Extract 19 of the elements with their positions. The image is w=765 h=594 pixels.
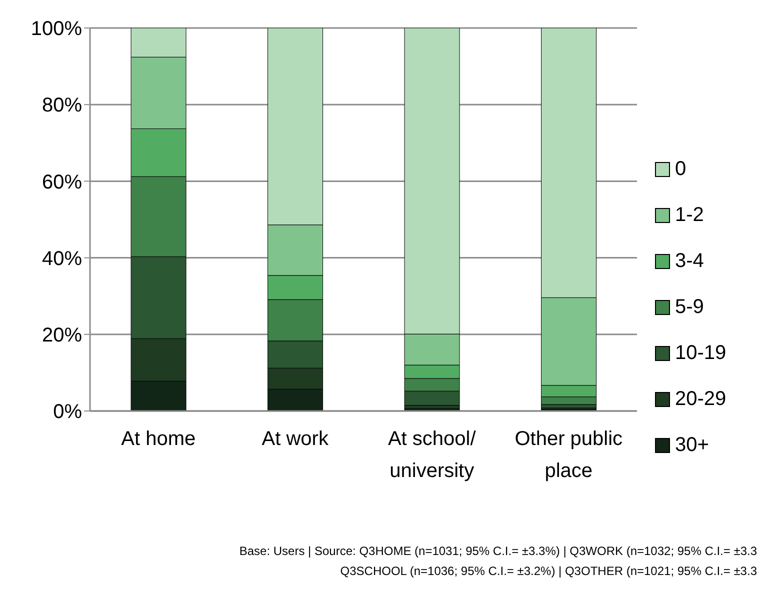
y-tick-label: 0% <box>53 401 82 424</box>
legend-label: 1-2 <box>675 204 704 226</box>
y-tick-label: 20% <box>42 324 82 346</box>
x-tick-label: At home <box>121 428 196 450</box>
text: Base: Users | Source: Q3HOME (n=1031; 95% C.I.= ±3.3%) | Q3WORK (n=1032; 95% C.I.= ±3.3 <box>239 543 757 560</box>
text: Q3SCHOOL (n=1036; 95% C.I.= ±3.2%) | Q3OTHER (n=1021; 95% C.I.= ±3.3 <box>339 563 757 580</box>
legend-label: 10-19 <box>675 342 726 364</box>
y-tick-label: 100% <box>30 18 82 40</box>
legend-label: 3-4 <box>675 250 704 272</box>
y-tick-label: 60% <box>42 171 82 194</box>
legend-label: 20-29 <box>675 388 726 410</box>
x-tick-label: At work <box>262 428 330 450</box>
x-tick-label: Other public place <box>514 428 623 482</box>
y-tick-label: 40% <box>42 248 82 270</box>
legend-label: 0 <box>675 158 686 180</box>
y-tick-label: 80% <box>42 94 82 117</box>
legend-label: 30+ <box>675 434 709 456</box>
legend-label: 5-9 <box>675 296 704 318</box>
x-tick-label: At school/ university <box>388 428 476 482</box>
